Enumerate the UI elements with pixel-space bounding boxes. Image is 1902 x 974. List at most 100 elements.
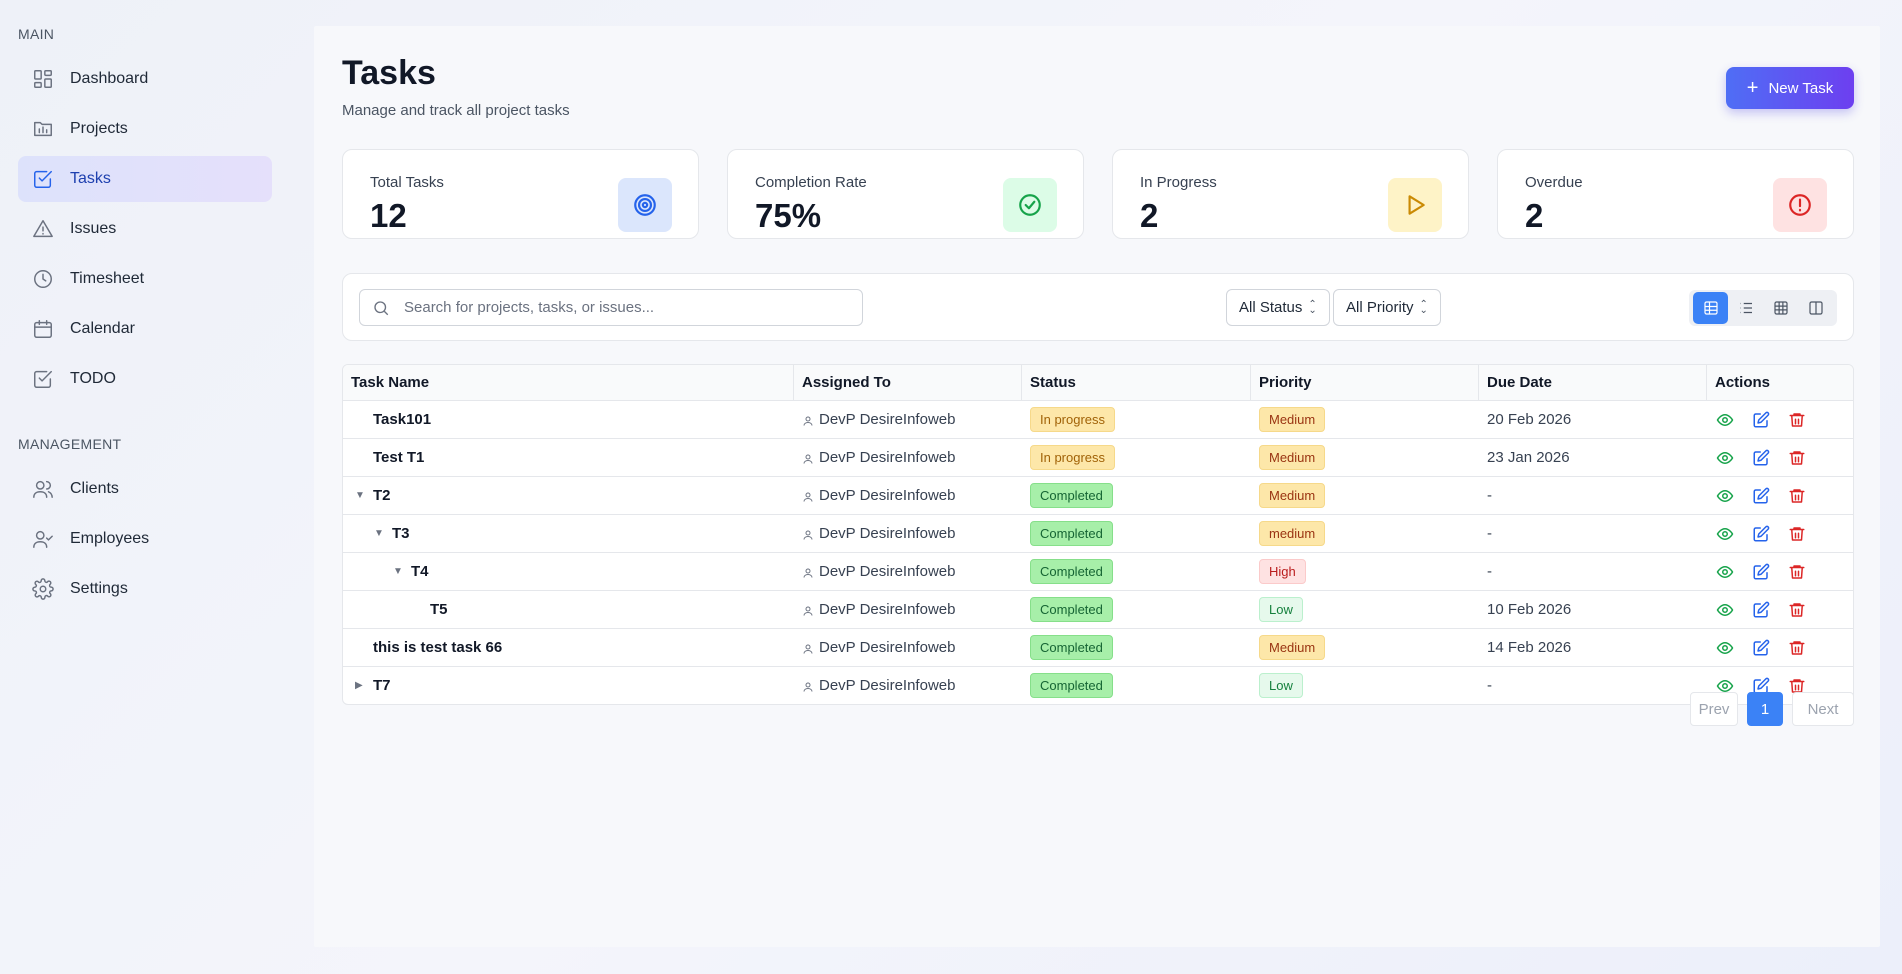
sidebar-item-projects[interactable]: Projects [18,106,272,152]
priority-filter-label: All Priority [1346,299,1414,316]
section-label-management: MANAGEMENT [18,436,122,452]
sidebar-item-timesheet[interactable]: Timesheet [18,256,272,302]
task-name[interactable]: T2 [373,487,391,504]
next-page-button[interactable]: Next [1792,692,1854,726]
calendar-icon [32,318,54,340]
sidebar-item-label: Dashboard [70,70,149,87]
sidebar-item-label: Tasks [70,170,111,187]
edit-icon[interactable] [1751,600,1771,620]
sidebar-item-calendar[interactable]: Calendar [18,306,272,352]
sidebar-item-todo[interactable]: TODO [18,356,272,402]
due-date: - [1487,525,1492,542]
column-header-status[interactable]: Status [1022,365,1251,400]
delete-icon[interactable] [1787,676,1807,696]
edit-icon[interactable] [1751,448,1771,468]
clock-icon [32,268,54,290]
table-row[interactable]: this is test task 66 DevP DesireInfoweb … [343,629,1853,667]
table-row[interactable]: ▼ T3 DevP DesireInfoweb Completed medium… [343,515,1853,553]
view-icon[interactable] [1715,638,1735,658]
stat-card-completion-rate: Completion Rate 75% [727,149,1084,239]
task-name[interactable]: T7 [373,677,391,694]
task-name[interactable]: T4 [411,563,429,580]
new-task-button[interactable]: + New Task [1726,67,1854,109]
view-icon[interactable] [1715,600,1735,620]
sidebar-item-label: TODO [70,370,116,387]
view-icon[interactable] [1715,524,1735,544]
view-icon[interactable] [1715,486,1735,506]
sidebar-item-tasks[interactable]: Tasks [18,156,272,202]
edit-icon[interactable] [1751,638,1771,658]
list-view-button[interactable] [1728,292,1763,324]
edit-icon[interactable] [1751,562,1771,582]
due-date: - [1487,563,1492,580]
collapse-icon[interactable]: ▼ [374,528,384,539]
user-icon [802,566,814,578]
view-icon[interactable] [1715,562,1735,582]
assignee-cell: DevP DesireInfoweb [794,401,1022,438]
delete-icon[interactable] [1787,600,1807,620]
column-header-task-name[interactable]: Task Name [343,365,794,400]
column-header-priority[interactable]: Priority [1251,365,1479,400]
delete-icon[interactable] [1787,638,1807,658]
search-box[interactable] [359,289,863,326]
delete-icon[interactable] [1787,486,1807,506]
page-title: Tasks [342,54,436,92]
task-name[interactable]: T3 [392,525,410,542]
delete-icon[interactable] [1787,562,1807,582]
table-row[interactable]: Test T1 DevP DesireInfoweb In progress M… [343,439,1853,477]
view-icon[interactable] [1715,448,1735,468]
assignee-cell: DevP DesireInfoweb [794,439,1022,476]
column-header-due-date[interactable]: Due Date [1479,365,1707,400]
sidebar-item-clients[interactable]: Clients [18,466,272,512]
column-header-assigned-to[interactable]: Assigned To [794,365,1022,400]
table-view-button[interactable] [1693,292,1728,324]
table-row[interactable]: ▼ T4 DevP DesireInfoweb Completed High - [343,553,1853,591]
user-icon [802,528,814,540]
sidebar-item-issues[interactable]: Issues [18,206,272,252]
task-name[interactable]: this is test task 66 [373,639,503,656]
edit-icon[interactable] [1751,676,1771,696]
sidebar-item-dashboard[interactable]: Dashboard [18,56,272,102]
new-task-label: New Task [1768,79,1834,97]
task-name[interactable]: T5 [430,601,448,618]
priority-filter-select[interactable]: All Priority ⌃ ⌄ [1333,289,1441,326]
task-name[interactable]: Test T1 [373,449,425,466]
grid-view-button[interactable] [1763,292,1798,324]
delete-icon[interactable] [1787,410,1807,430]
priority-cell: Medium [1251,629,1479,666]
kanban-view-button[interactable] [1798,292,1833,324]
view-icon[interactable] [1715,676,1735,696]
view-icon[interactable] [1715,410,1735,430]
assignee-name: DevP DesireInfoweb [819,411,956,428]
actions-cell [1707,591,1853,628]
status-filter-label: All Status [1239,299,1303,316]
edit-icon[interactable] [1751,410,1771,430]
sidebar-item-settings[interactable]: Settings [18,566,272,612]
collapse-icon[interactable]: ▼ [355,490,365,501]
edit-icon[interactable] [1751,486,1771,506]
status-cell: Completed [1022,477,1251,514]
sidebar-item-employees[interactable]: Employees [18,516,272,562]
user-icon [802,642,814,654]
task-name-cell: ▼ T3 [343,515,794,552]
search-input[interactable] [404,299,844,316]
task-name[interactable]: Task101 [373,411,432,428]
sidebar: MAIN Dashboard Projects Tasks Issues Tim… [0,0,290,974]
delete-icon[interactable] [1787,524,1807,544]
dashboard-icon [32,68,54,90]
table-row[interactable]: ▼ T2 DevP DesireInfoweb Completed Medium… [343,477,1853,515]
table-row[interactable]: Task101 DevP DesireInfoweb In progress M… [343,401,1853,439]
page-number-button[interactable]: 1 [1747,692,1783,726]
table-row[interactable]: ▶ T7 DevP DesireInfoweb Completed Low - [343,667,1853,704]
expand-icon[interactable]: ▶ [355,680,363,691]
edit-icon[interactable] [1751,524,1771,544]
prev-page-button[interactable]: Prev [1690,692,1738,726]
status-filter-select[interactable]: All Status ⌃ ⌄ [1226,289,1330,326]
assignee-cell: DevP DesireInfoweb [794,667,1022,704]
priority-badge: Medium [1259,483,1326,508]
table-row[interactable]: T5 DevP DesireInfoweb Completed Low 10 F… [343,591,1853,629]
delete-icon[interactable] [1787,448,1807,468]
table-header-row: Task Name Assigned To Status Priority Du… [343,365,1853,401]
collapse-icon[interactable]: ▼ [393,566,403,577]
actions-cell [1707,401,1853,438]
